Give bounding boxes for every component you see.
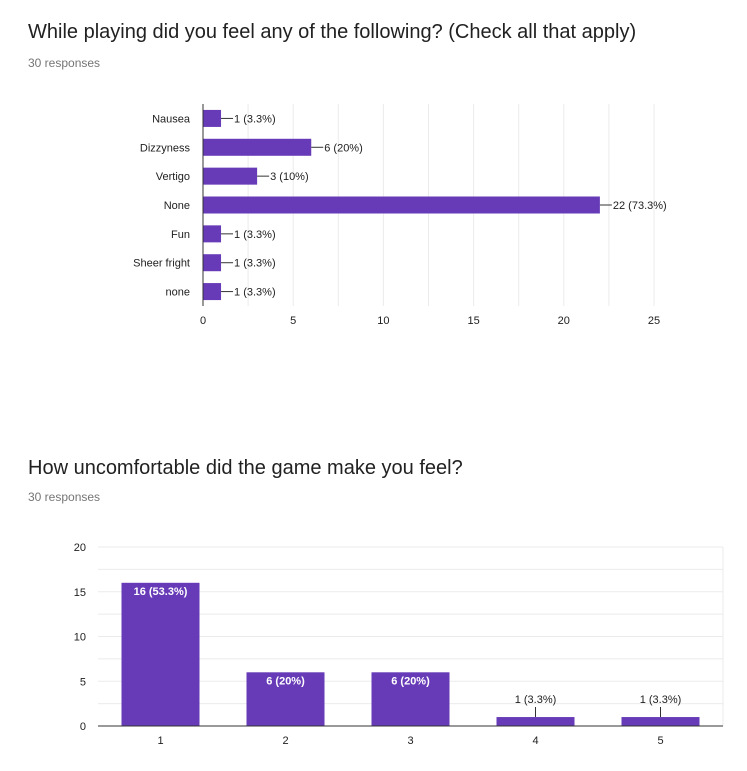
- data-label: 16 (53.3%): [134, 586, 188, 598]
- question-2: How uncomfortable did the game make you …: [0, 400, 747, 771]
- bar: [203, 109, 222, 127]
- x-tick-label: 15: [467, 315, 479, 327]
- horizontal-bar-chart: 0 5 10 15 20 25 Nausea 1 (3.3%) Dizzyness 6 (20%)…: [133, 104, 667, 327]
- bar: [203, 196, 600, 214]
- x-tick-label: 20: [558, 315, 570, 327]
- y-tick-label: 20: [74, 542, 86, 554]
- x-tick-label: 5: [290, 315, 296, 327]
- data-label: 22 (73.3%): [613, 200, 667, 212]
- bar: [203, 254, 222, 272]
- x-tick-label: 1: [157, 735, 163, 747]
- data-label: 1 (3.3%): [515, 694, 557, 706]
- data-label: 3 (10%): [270, 171, 309, 183]
- y-tick-label: 5: [80, 676, 86, 688]
- y-tick-label: 0: [80, 721, 86, 733]
- category-label: Dizzyness: [140, 142, 191, 154]
- bar: [203, 167, 258, 185]
- data-label: 1 (3.3%): [234, 258, 276, 270]
- bar: [203, 283, 222, 301]
- data-label: 6 (20%): [324, 142, 363, 154]
- data-label: 1 (3.3%): [234, 113, 276, 125]
- x-tick-label: 0: [200, 315, 206, 327]
- x-tick-label: 10: [377, 315, 389, 327]
- data-label: 1 (3.3%): [234, 287, 276, 299]
- bar: [621, 717, 700, 726]
- response-count: 30 responses: [28, 490, 101, 504]
- vertical-bar-chart: 0 5 10 15 20 1 16 (53.3%) 2 6 (20%) 3 6 (20%) 4 1 (3…: [74, 542, 724, 747]
- bar: [203, 138, 312, 156]
- x-tick-label: 5: [657, 735, 663, 747]
- category-label: Sheer fright: [133, 258, 190, 270]
- data-label: 6 (20%): [266, 675, 305, 687]
- category-label: Fun: [171, 229, 190, 241]
- data-label: 6 (20%): [391, 675, 430, 687]
- y-tick-label: 15: [74, 587, 86, 599]
- bar: [246, 672, 325, 726]
- data-label: 1 (3.3%): [640, 694, 682, 706]
- bar: [203, 225, 222, 243]
- bar: [371, 672, 450, 726]
- bar: [496, 717, 575, 726]
- data-label: 1 (3.3%): [234, 229, 276, 241]
- category-label: Vertigo: [156, 171, 190, 183]
- category-label: none: [166, 287, 190, 299]
- x-tick-label: 3: [407, 735, 413, 747]
- bar: [121, 582, 200, 726]
- question-title: While playing did you feel any of the fo…: [28, 21, 637, 43]
- category-label: None: [164, 200, 190, 212]
- response-count: 30 responses: [28, 56, 101, 70]
- category-label: Nausea: [152, 113, 191, 125]
- x-tick-label: 2: [282, 735, 288, 747]
- question-title: How uncomfortable did the game make you …: [28, 457, 463, 479]
- question-1: While playing did you feel any of the fo…: [28, 21, 667, 327]
- y-tick-label: 10: [74, 632, 86, 644]
- x-tick-label: 4: [532, 735, 538, 747]
- x-tick-label: 25: [648, 315, 660, 327]
